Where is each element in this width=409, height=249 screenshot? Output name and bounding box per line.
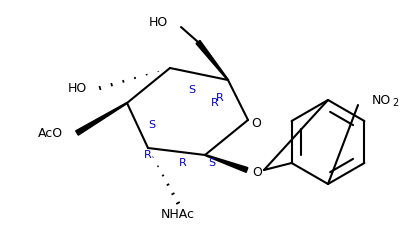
Text: O: O (252, 166, 262, 179)
Text: HO: HO (149, 15, 168, 28)
Text: R: R (144, 150, 152, 160)
Text: 2: 2 (392, 98, 398, 108)
Text: O: O (251, 117, 261, 129)
Text: R: R (179, 158, 187, 168)
Text: R: R (211, 98, 219, 108)
Text: HO: HO (68, 81, 87, 95)
Polygon shape (196, 40, 228, 80)
Text: R: R (216, 93, 224, 103)
Text: NHAc: NHAc (161, 208, 195, 222)
Polygon shape (205, 155, 248, 172)
Text: S: S (148, 120, 155, 130)
Polygon shape (76, 103, 127, 135)
Text: S: S (189, 85, 196, 95)
Text: AcO: AcO (38, 126, 63, 139)
Text: NO: NO (372, 94, 391, 107)
Text: S: S (209, 158, 216, 168)
